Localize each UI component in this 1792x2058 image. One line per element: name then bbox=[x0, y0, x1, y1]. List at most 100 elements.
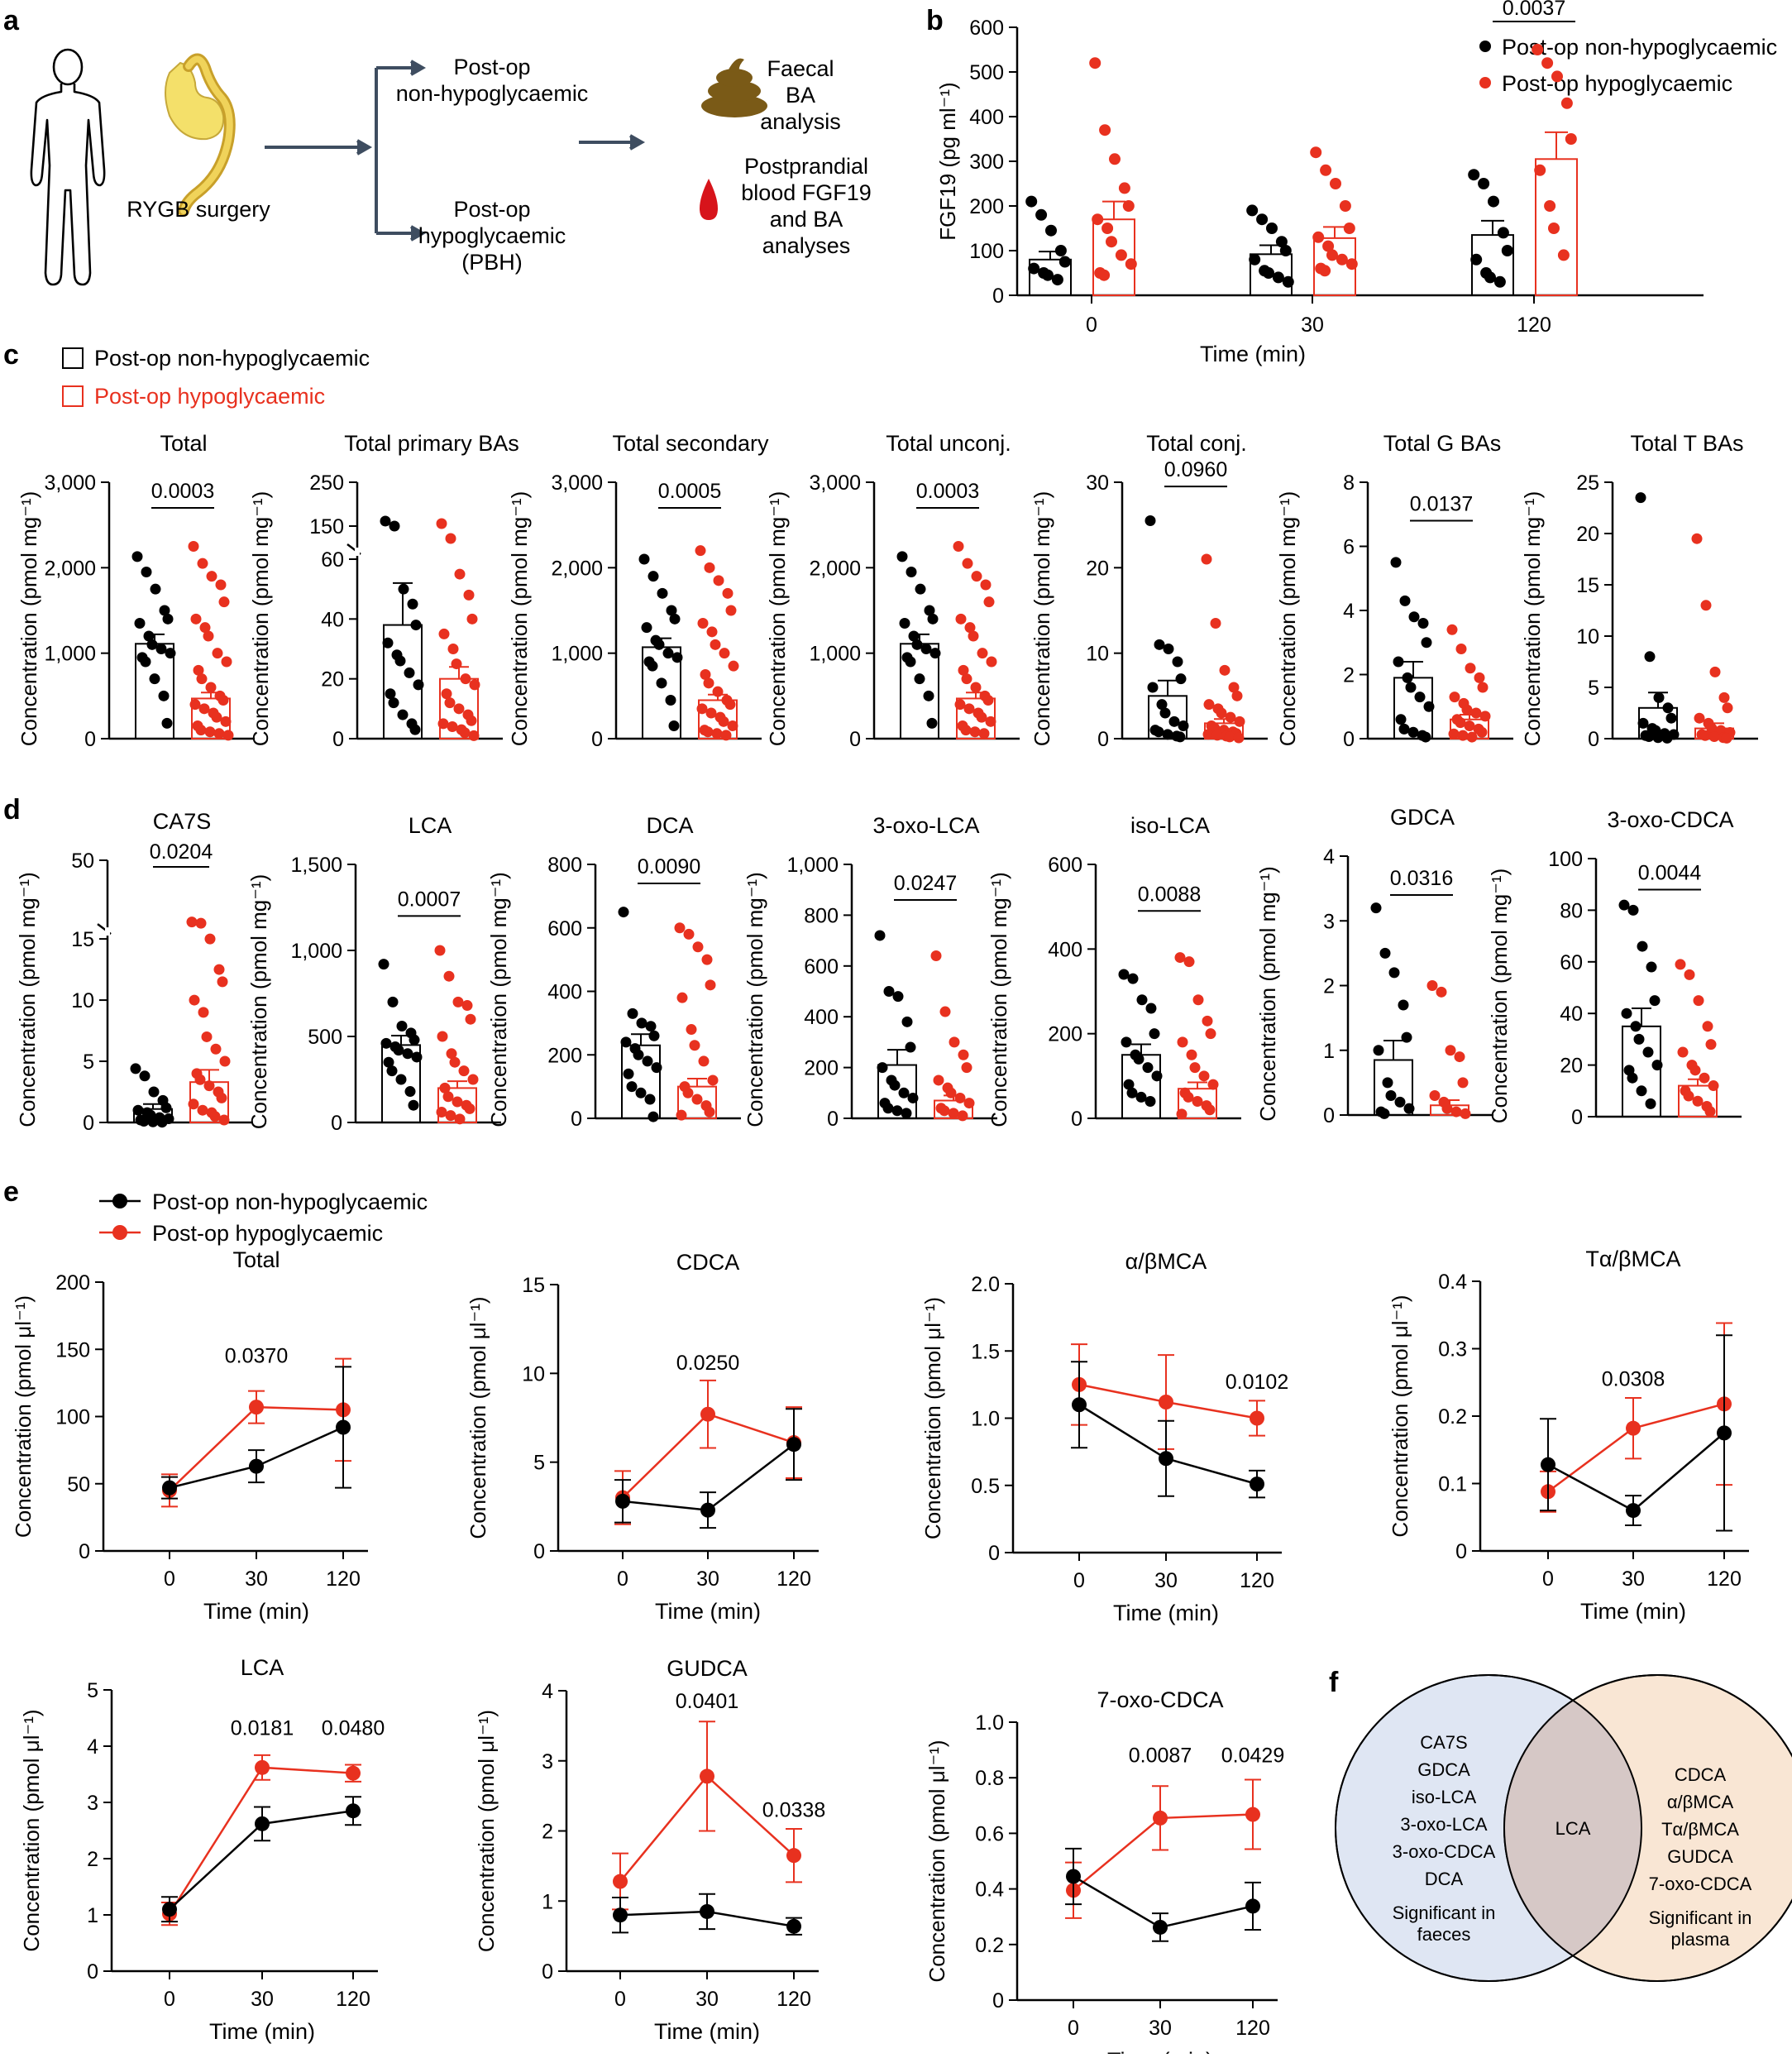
data-point bbox=[961, 673, 972, 685]
svg-text:hypoglycaemic: hypoglycaemic bbox=[418, 223, 566, 248]
data-point bbox=[1488, 195, 1499, 208]
x-tick-label: 0 bbox=[1542, 1567, 1554, 1591]
data-point bbox=[1721, 732, 1732, 744]
data-point bbox=[1245, 1898, 1260, 1914]
y-tick-label: 50 bbox=[71, 850, 94, 873]
data-point bbox=[1551, 70, 1563, 83]
data-point bbox=[396, 1021, 408, 1032]
y-tick-label: 100 bbox=[969, 240, 1004, 263]
data-point bbox=[213, 728, 225, 739]
data-point bbox=[213, 964, 225, 975]
data-point bbox=[671, 652, 683, 663]
data-point bbox=[953, 541, 964, 552]
data-point bbox=[1398, 723, 1410, 735]
data-point bbox=[1326, 249, 1338, 261]
data-point bbox=[1310, 146, 1322, 159]
data-point bbox=[346, 1803, 361, 1819]
data-point bbox=[1159, 1451, 1173, 1467]
data-point bbox=[1035, 208, 1048, 221]
data-point bbox=[1457, 730, 1469, 741]
data-point bbox=[786, 1437, 801, 1453]
data-point bbox=[954, 1092, 966, 1103]
svg-text:Post-op: Post-op bbox=[453, 197, 530, 222]
y-tick-label: 0 bbox=[83, 1112, 94, 1135]
panel-label-e: e bbox=[3, 1176, 19, 1208]
y-tick-label: 0.6 bbox=[975, 1822, 1004, 1845]
p-value-label: 0.0429 bbox=[1221, 1745, 1284, 1768]
data-point bbox=[409, 724, 421, 735]
y-tick-label: 2,000 bbox=[44, 557, 96, 580]
data-point bbox=[722, 587, 734, 599]
data-point bbox=[1336, 253, 1348, 266]
panel-label-d: d bbox=[3, 794, 21, 826]
chart-title: Total G BAs bbox=[1383, 431, 1502, 456]
x-tick-label: 120 bbox=[1240, 1569, 1274, 1592]
chart-title: GUDCA bbox=[667, 1656, 748, 1681]
y-axis-title: Concentration (pmol mg⁻¹) bbox=[246, 874, 271, 1130]
data-point bbox=[1476, 726, 1488, 738]
y-tick-label: 20 bbox=[1560, 1055, 1583, 1078]
x-axis-title: Time (min) bbox=[209, 2019, 315, 2044]
data-point bbox=[451, 658, 462, 670]
data-point bbox=[901, 1108, 912, 1119]
data-point bbox=[1633, 1033, 1645, 1045]
data-point bbox=[217, 695, 229, 706]
svg-text:CDCA: CDCA bbox=[1675, 1764, 1727, 1785]
data-point bbox=[165, 648, 176, 659]
data-point bbox=[1175, 673, 1187, 685]
data-point bbox=[645, 1021, 657, 1032]
y-tick-label: 40 bbox=[1560, 1003, 1583, 1026]
data-point bbox=[712, 686, 724, 697]
y-tick-label: 5 bbox=[87, 1679, 98, 1702]
svg-text:DCA: DCA bbox=[1425, 1869, 1464, 1889]
chart-title: DCA bbox=[646, 813, 693, 838]
data-point bbox=[657, 587, 668, 599]
data-point bbox=[156, 1117, 168, 1128]
data-point bbox=[205, 682, 217, 693]
data-point bbox=[982, 695, 994, 706]
data-point bbox=[1025, 195, 1038, 208]
data-point bbox=[1121, 1036, 1132, 1048]
data-point bbox=[1099, 124, 1111, 136]
venn-overlap-label: LCA bbox=[1555, 1818, 1591, 1839]
data-point bbox=[1042, 269, 1054, 281]
data-point bbox=[409, 1034, 420, 1046]
data-point bbox=[1708, 1080, 1719, 1092]
y-tick-label: 3 bbox=[542, 1750, 553, 1773]
svg-text:Tα/βMCA: Tα/βMCA bbox=[1661, 1819, 1739, 1840]
chart-c-g: Total G BAs Concentration (pmol mg⁻¹) 0 2 4 6… bbox=[1275, 431, 1513, 751]
y-tick-label: 0 bbox=[827, 1108, 839, 1131]
data-point bbox=[1145, 1003, 1157, 1014]
data-point bbox=[1705, 1039, 1717, 1051]
data-point bbox=[346, 1765, 361, 1781]
y-tick-label: 1 bbox=[87, 1904, 98, 1927]
data-point bbox=[1454, 1051, 1465, 1063]
data-point bbox=[927, 613, 939, 625]
y-axis-title: Concentration (pmol mg⁻¹) bbox=[507, 491, 532, 747]
data-point bbox=[215, 579, 227, 591]
x-tick-label: 0 bbox=[164, 1567, 175, 1591]
y-tick-label: 1 bbox=[542, 1890, 553, 1913]
data-point bbox=[1183, 1091, 1194, 1103]
data-point bbox=[222, 730, 234, 741]
svg-text:Post-op: Post-op bbox=[453, 55, 530, 79]
data-point bbox=[651, 1062, 662, 1074]
data-point bbox=[939, 1006, 951, 1017]
y-tick-label: 150 bbox=[309, 515, 344, 538]
data-point bbox=[985, 716, 996, 727]
data-point bbox=[1072, 1397, 1087, 1413]
data-point bbox=[786, 1848, 801, 1864]
y-tick-label: 800 bbox=[804, 904, 839, 927]
data-point bbox=[404, 1086, 416, 1098]
faecal-label: Faecal BA analysis bbox=[760, 56, 841, 134]
x-axis-title: Time (min) bbox=[1107, 2048, 1213, 2054]
data-point bbox=[697, 618, 709, 629]
data-point bbox=[139, 1070, 151, 1082]
p-value-label: 0.0204 bbox=[150, 840, 213, 864]
y-tick-label: 25 bbox=[1576, 471, 1599, 495]
data-point bbox=[620, 1036, 632, 1048]
data-point bbox=[132, 1104, 144, 1116]
data-point bbox=[983, 596, 995, 608]
data-point bbox=[1142, 1062, 1154, 1074]
data-point bbox=[140, 656, 151, 668]
